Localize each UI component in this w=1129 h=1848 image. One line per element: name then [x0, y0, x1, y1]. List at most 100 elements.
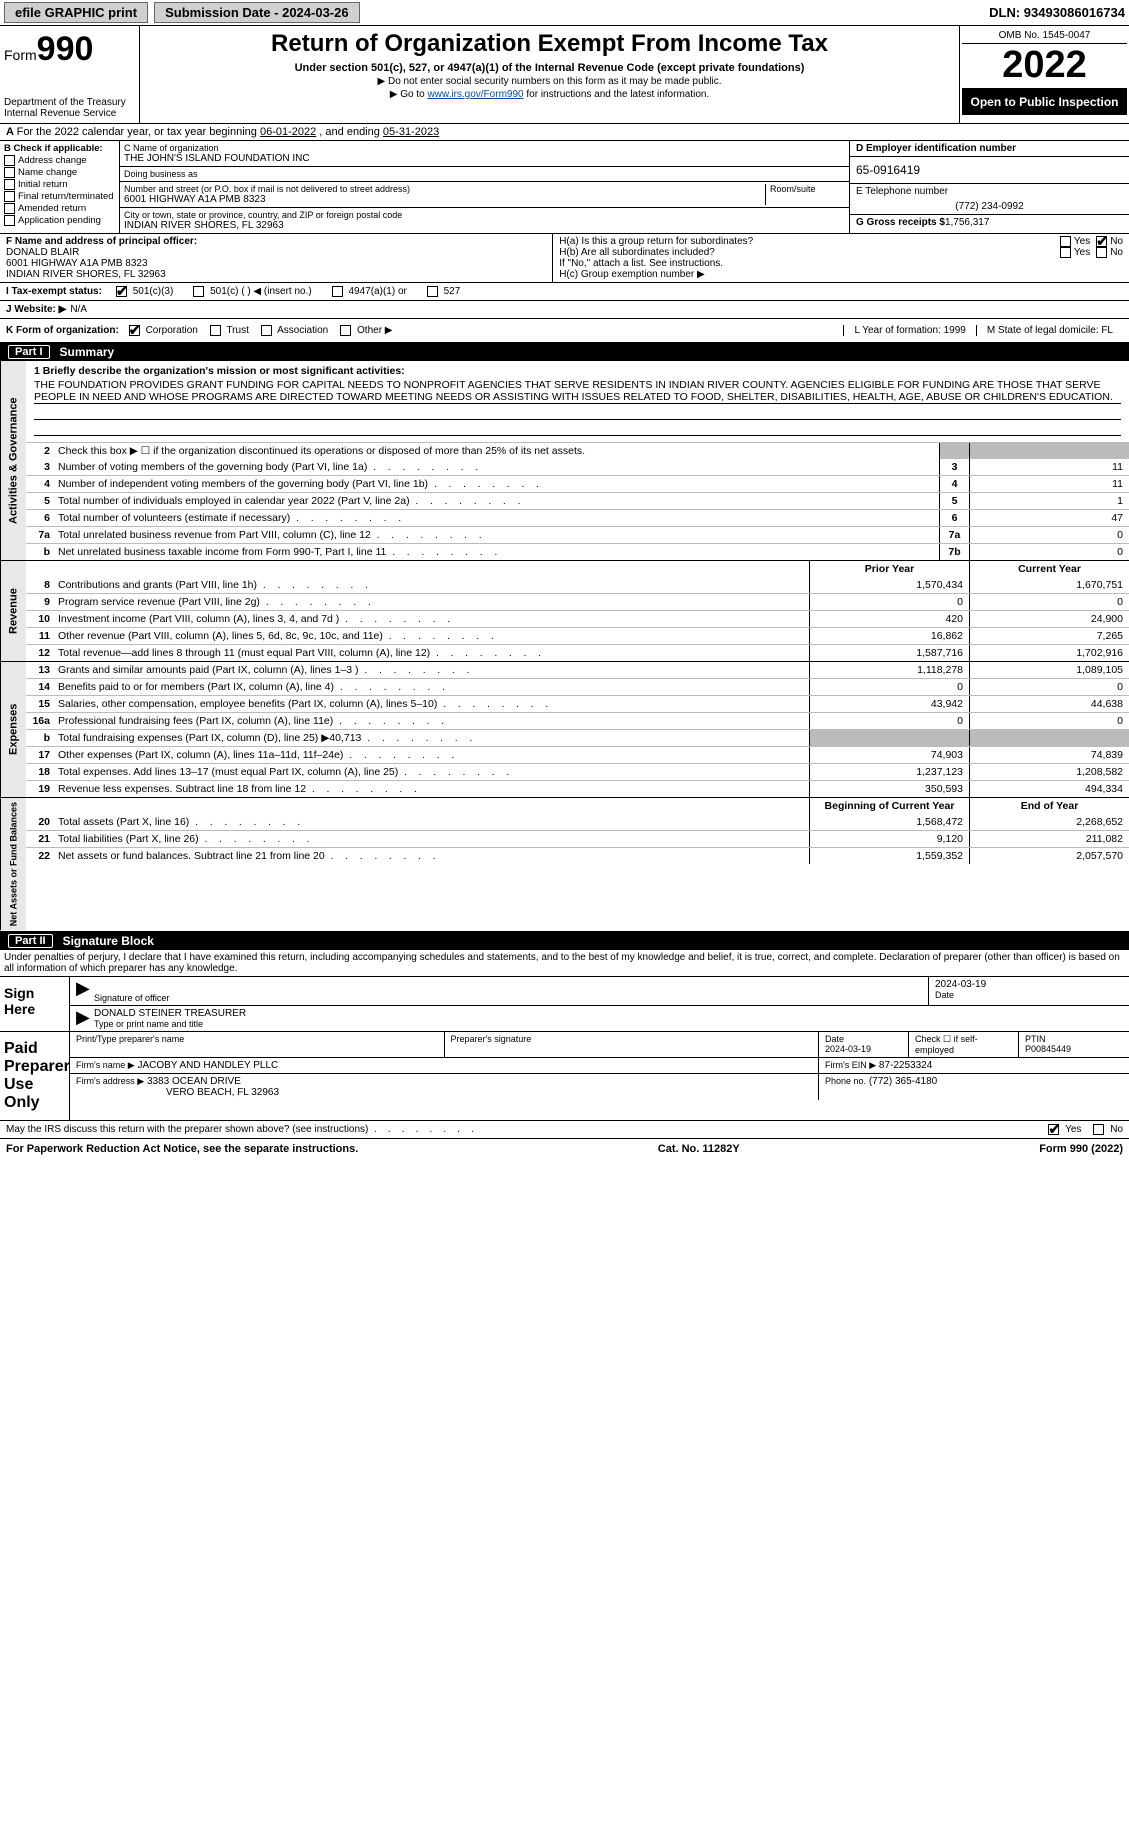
summary-line: 22 Net assets or fund balances. Subtract… [26, 847, 1129, 864]
chk-name-change[interactable]: Name change [4, 167, 115, 178]
paid-preparer-label: Paid Preparer Use Only [0, 1032, 70, 1120]
k-o: Association [277, 325, 328, 336]
prior-val: 1,118,278 [809, 662, 969, 678]
summary-line: 11 Other revenue (Part VIII, column (A),… [26, 627, 1129, 644]
form-header: Form990 Department of the Treasury Inter… [0, 26, 1129, 124]
K-trust[interactable]: Trust [210, 325, 249, 336]
Hb-yes[interactable]: Yes [1060, 247, 1090, 258]
sign-here-label: Sign Here [0, 977, 70, 1031]
tax-year: 2022 [962, 44, 1127, 89]
pp-date-lab: Date [825, 1034, 902, 1044]
line-J: J Website: ▶ N/A [0, 301, 1129, 319]
d-lab: D Employer identification number [856, 143, 1016, 154]
Ha-yes[interactable]: Yes [1060, 236, 1090, 247]
part-ii-tag: Part II [8, 934, 53, 948]
footer-right: Form 990 (2022) [1039, 1143, 1123, 1155]
Ha-no[interactable]: No [1096, 236, 1123, 247]
header-mid: Return of Organization Exempt From Incom… [140, 26, 959, 123]
no-lab: No [1110, 236, 1123, 247]
summary-line: 12 Total revenue—add lines 8 through 11 … [26, 644, 1129, 661]
ln-val: 11 [969, 476, 1129, 492]
i-o3: 4947(a)(1) or [348, 286, 406, 297]
ln-text: Total revenue—add lines 8 through 11 (mu… [54, 645, 809, 661]
pp-selfemp[interactable]: Check ☐ if self-employed [909, 1032, 1019, 1057]
K-other[interactable]: Other ▶ [340, 325, 392, 336]
firm-name-lab: Firm's name ▶ [76, 1060, 135, 1070]
mission-text: THE FOUNDATION PROVIDES GRANT FUNDING FO… [34, 379, 1121, 404]
pp-sig-lab: Preparer's signature [445, 1032, 820, 1057]
paid-preparer-block: Paid Preparer Use Only Print/Type prepar… [0, 1032, 1129, 1121]
prior-val: 1,568,472 [809, 814, 969, 830]
block-C: C Name of organization THE JOHN'S ISLAND… [120, 141, 849, 233]
penalties-text: Under penalties of perjury, I declare th… [0, 950, 1129, 977]
ln-num: 10 [26, 611, 54, 627]
A-pre: For the 2022 calendar year, or tax year … [17, 126, 260, 138]
summary-line: 9 Program service revenue (Part VIII, li… [26, 593, 1129, 610]
ln-text: Total liabilities (Part X, line 26) [54, 831, 809, 847]
part-i-name: Summary [60, 345, 115, 359]
efile-graphic-btn[interactable]: efile GRAPHIC print [4, 2, 148, 23]
ln-text: Other expenses (Part IX, column (A), lin… [54, 747, 809, 763]
K-assoc[interactable]: Association [261, 325, 328, 336]
ln-text: Net unrelated business taxable income fr… [54, 544, 939, 560]
ln-box: 4 [939, 476, 969, 492]
header-left: Form990 Department of the Treasury Inter… [0, 26, 140, 123]
curr-val: 1,089,105 [969, 662, 1129, 678]
K-corp[interactable]: Corporation [129, 325, 198, 336]
officer-name: DONALD BLAIR [6, 247, 79, 258]
ln-text: Total number of volunteers (estimate if … [54, 510, 939, 526]
chk-lab: Amended return [18, 203, 86, 214]
arrow-icon: ▶ [70, 1006, 88, 1031]
irs-link[interactable]: www.irs.gov/Form990 [427, 89, 523, 100]
ln-num: 13 [26, 662, 54, 678]
blank-line [34, 406, 1121, 420]
chk-final-return[interactable]: Final return/terminated [4, 191, 115, 202]
chk-app-pending[interactable]: Application pending [4, 215, 115, 226]
submission-date-btn[interactable]: Submission Date - 2024-03-26 [154, 2, 360, 23]
may-discuss-text: May the IRS discuss this return with the… [6, 1124, 368, 1135]
ln-text: Total expenses. Add lines 13–17 (must eq… [54, 764, 809, 780]
no-lab: No [1110, 1124, 1123, 1135]
chk-address-change[interactable]: Address change [4, 155, 115, 166]
summary-line: 18 Total expenses. Add lines 13–17 (must… [26, 763, 1129, 780]
Hb-no[interactable]: No [1096, 247, 1123, 258]
I-527[interactable]: 527 [427, 286, 460, 297]
J-label: J Website: ▶ [6, 304, 66, 315]
form-word: Form [4, 47, 37, 63]
curr-val: 0 [969, 679, 1129, 695]
pp-name-lab: Print/Type preparer's name [70, 1032, 445, 1057]
I-4947[interactable]: 4947(a)(1) or [332, 286, 407, 297]
c-name-label: C Name of organization [124, 143, 845, 153]
yes-lab: Yes [1074, 247, 1090, 258]
pp-row3: Firm's address ▶ 3383 OCEAN DRIVE VERO B… [70, 1074, 1129, 1100]
ln-text: Other revenue (Part VIII, column (A), li… [54, 628, 809, 644]
i-o2: 501(c) ( ) ◀ (insert no.) [210, 286, 312, 297]
summary-line: 20 Total assets (Part X, line 16) 1,568,… [26, 814, 1129, 830]
ln-num: 6 [26, 510, 54, 526]
c-name-cell: C Name of organization THE JOHN'S ISLAND… [120, 141, 849, 167]
may-no[interactable]: No [1093, 1124, 1123, 1135]
chk-amended[interactable]: Amended return [4, 203, 115, 214]
firm-phone: (772) 365-4180 [869, 1076, 937, 1087]
block-D: D Employer identification number 65-0916… [849, 141, 1129, 233]
ln-box: 5 [939, 493, 969, 509]
ln-box: 7a [939, 527, 969, 543]
yes-lab: Yes [1065, 1124, 1081, 1135]
ln-num: 7a [26, 527, 54, 543]
curr-val: 1,208,582 [969, 764, 1129, 780]
ln-text: Professional fundraising fees (Part IX, … [54, 713, 809, 729]
I-501c3[interactable]: 501(c)(3) [116, 286, 173, 297]
A-begin: 06-01-2022 [260, 126, 316, 138]
rev-header: Prior Year Current Year [26, 561, 1129, 577]
I-501c[interactable]: 501(c) ( ) ◀ (insert no.) [193, 286, 311, 297]
na-body: Beginning of Current Year End of Year 20… [26, 798, 1129, 930]
side-expenses: Expenses [0, 662, 26, 797]
org-city: INDIAN RIVER SHORES, FL 32963 [124, 220, 845, 231]
k-o: Trust [226, 325, 248, 336]
may-yes[interactable]: Yes [1048, 1124, 1081, 1135]
officer-printed-name: DONALD STEINER TREASURER [94, 1008, 1123, 1019]
summary-line: 7a Total unrelated business revenue from… [26, 526, 1129, 543]
D-label: D Employer identification number [850, 141, 1129, 157]
chk-initial-return[interactable]: Initial return [4, 179, 115, 190]
summary-line: 14 Benefits paid to or for members (Part… [26, 678, 1129, 695]
